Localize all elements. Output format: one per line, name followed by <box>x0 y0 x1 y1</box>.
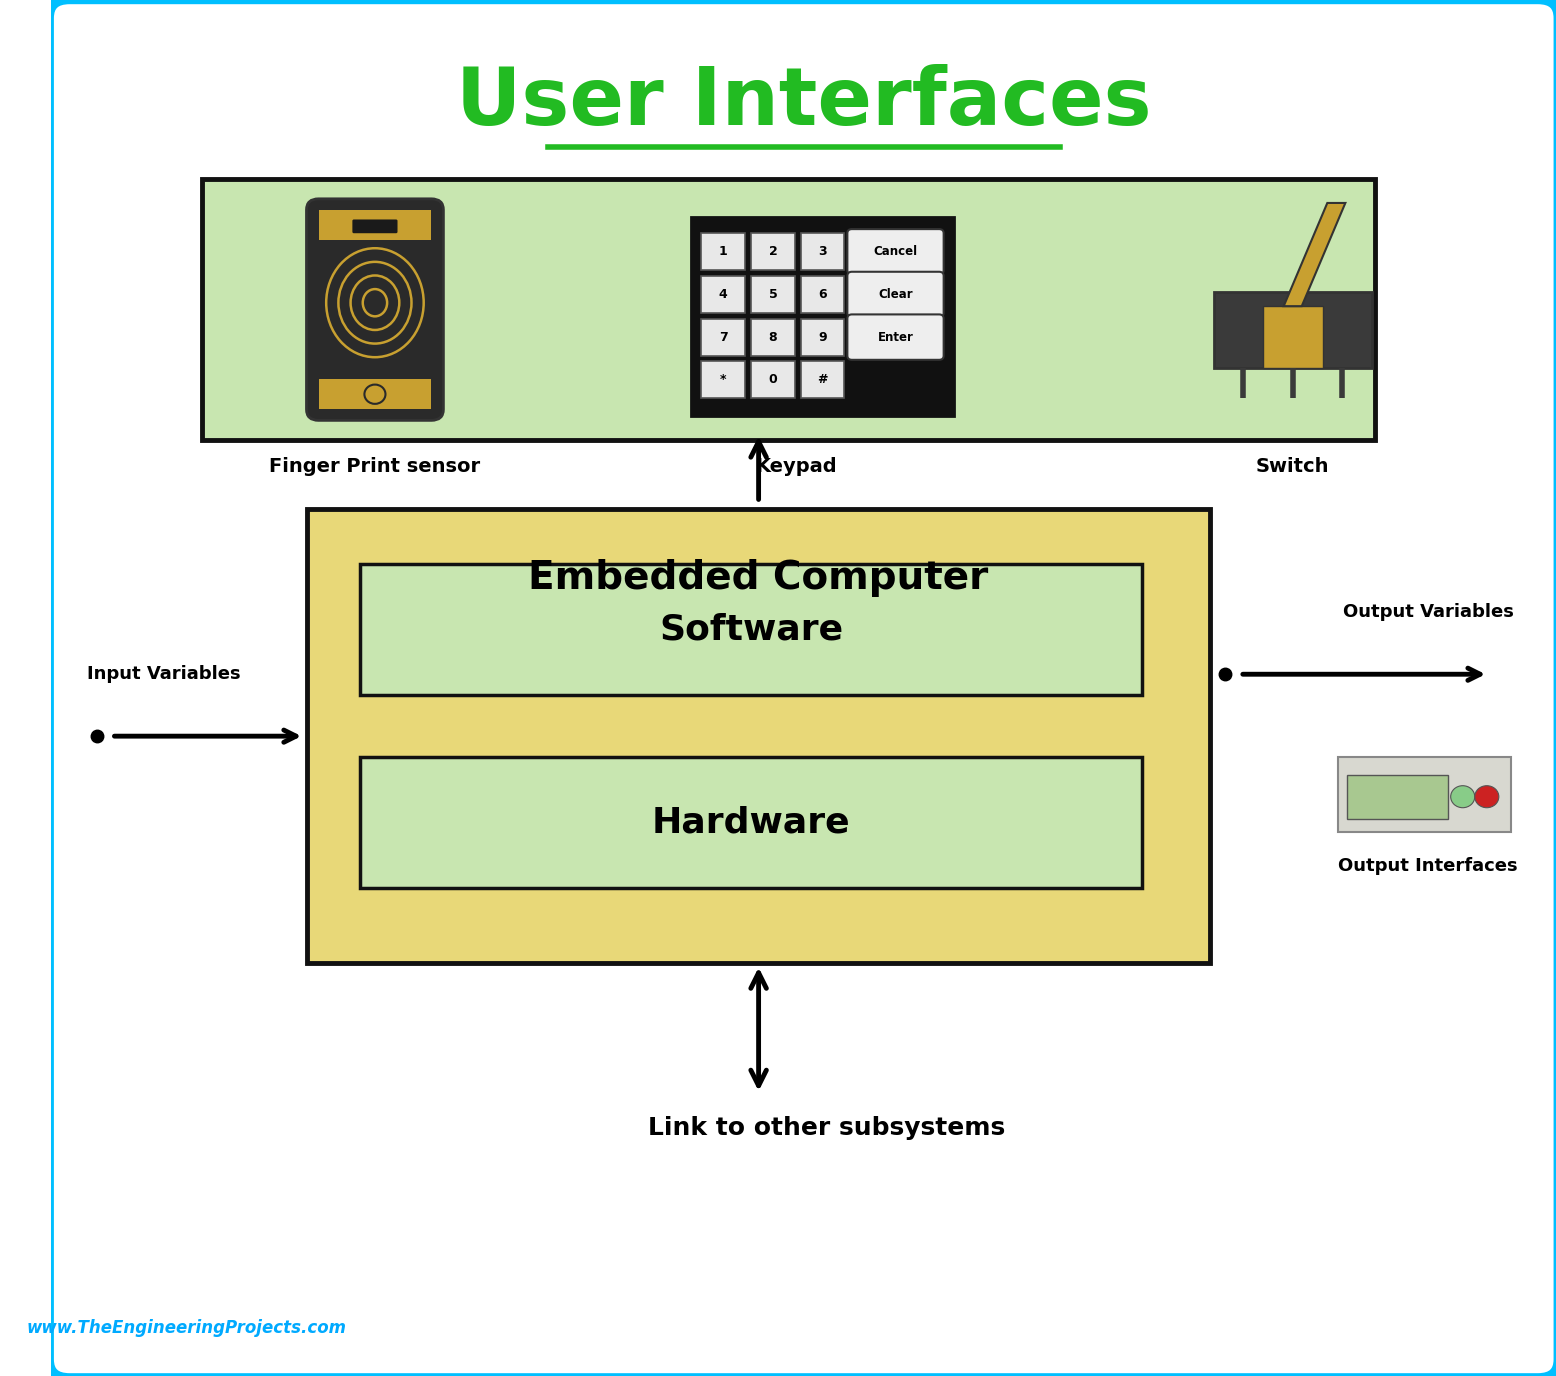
FancyBboxPatch shape <box>307 200 443 421</box>
FancyBboxPatch shape <box>1262 307 1323 369</box>
Text: Output Interfaces: Output Interfaces <box>1338 857 1519 875</box>
FancyBboxPatch shape <box>752 319 795 356</box>
Text: Finger Print sensor: Finger Print sensor <box>269 457 481 476</box>
FancyBboxPatch shape <box>359 757 1142 888</box>
Text: User Interfaces: User Interfaces <box>456 65 1151 142</box>
FancyBboxPatch shape <box>1338 757 1511 832</box>
Text: Cancel: Cancel <box>873 245 918 259</box>
Circle shape <box>1450 786 1475 808</box>
FancyBboxPatch shape <box>848 272 943 318</box>
Text: Enter: Enter <box>878 330 913 344</box>
FancyBboxPatch shape <box>702 362 745 399</box>
Text: 3: 3 <box>818 245 826 259</box>
FancyBboxPatch shape <box>352 220 397 234</box>
Text: 8: 8 <box>769 330 776 344</box>
Text: www.TheEngineeringProjects.com: www.TheEngineeringProjects.com <box>26 1318 347 1337</box>
FancyBboxPatch shape <box>202 179 1376 440</box>
Text: 6: 6 <box>818 288 826 301</box>
FancyBboxPatch shape <box>801 362 845 399</box>
Text: Hardware: Hardware <box>652 805 851 839</box>
FancyBboxPatch shape <box>752 277 795 314</box>
Circle shape <box>1475 786 1498 808</box>
FancyBboxPatch shape <box>702 234 745 271</box>
Text: Link to other subsystems: Link to other subsystems <box>647 1116 1005 1141</box>
FancyBboxPatch shape <box>848 230 943 275</box>
FancyBboxPatch shape <box>801 319 845 356</box>
FancyBboxPatch shape <box>359 564 1142 695</box>
Text: Switch: Switch <box>1256 457 1329 476</box>
Text: 9: 9 <box>818 330 826 344</box>
FancyBboxPatch shape <box>702 277 745 314</box>
FancyBboxPatch shape <box>752 362 795 399</box>
Text: 1: 1 <box>719 245 728 259</box>
Text: *: * <box>720 373 727 387</box>
Text: Output Variables: Output Variables <box>1343 603 1514 622</box>
FancyBboxPatch shape <box>47 0 1556 1376</box>
Text: 2: 2 <box>769 245 778 259</box>
Polygon shape <box>1284 204 1346 307</box>
Text: Input Variables: Input Variables <box>87 665 241 684</box>
FancyBboxPatch shape <box>801 234 845 271</box>
Text: Embedded Computer: Embedded Computer <box>529 559 988 597</box>
FancyBboxPatch shape <box>848 315 943 361</box>
FancyBboxPatch shape <box>1214 293 1372 369</box>
FancyBboxPatch shape <box>1347 775 1447 819</box>
Text: 0: 0 <box>769 373 778 387</box>
FancyBboxPatch shape <box>691 217 954 417</box>
Text: 7: 7 <box>719 330 728 344</box>
FancyBboxPatch shape <box>319 380 431 410</box>
Text: Software: Software <box>660 612 843 647</box>
Text: #: # <box>817 373 828 387</box>
Text: 5: 5 <box>769 288 778 301</box>
FancyBboxPatch shape <box>319 211 431 241</box>
FancyBboxPatch shape <box>752 234 795 271</box>
Text: Clear: Clear <box>878 288 913 301</box>
FancyBboxPatch shape <box>702 319 745 356</box>
Text: 4: 4 <box>719 288 728 301</box>
FancyBboxPatch shape <box>307 509 1211 963</box>
FancyBboxPatch shape <box>801 277 845 314</box>
Text: Keypad: Keypad <box>755 457 837 476</box>
